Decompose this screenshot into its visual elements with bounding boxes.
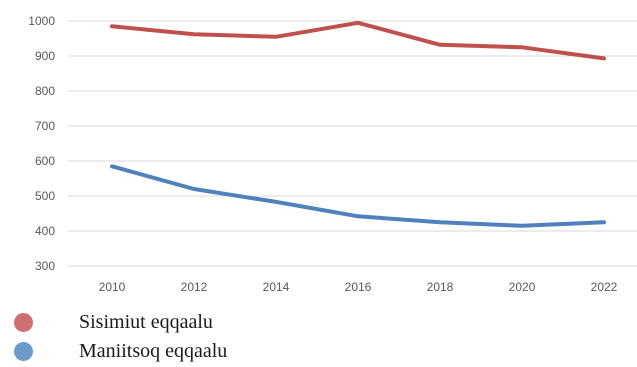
y-tick-label: 900	[35, 49, 55, 63]
y-tick-label: 300	[35, 259, 55, 273]
y-tick-label: 400	[35, 224, 55, 238]
x-tick-label: 2012	[181, 280, 208, 294]
gridlines	[68, 20, 637, 267]
legend: Sisimiut eqqaalu Maniitsoq eqqaalu	[14, 308, 227, 366]
legend-item-sisimiut: Sisimiut eqqaalu	[14, 308, 227, 337]
legend-item-maniitsoq: Maniitsoq eqqaalu	[14, 337, 227, 366]
y-tick-label: 600	[35, 154, 55, 168]
x-tick-label: 2020	[509, 280, 536, 294]
y-tick-label: 1000	[28, 14, 55, 28]
x-tick-label: 2010	[99, 280, 126, 294]
series-line-1	[110, 164, 606, 228]
series-line-0	[110, 20, 606, 61]
y-tick-label: 700	[35, 119, 55, 133]
legend-label-sisimiut: Sisimiut eqqaalu	[79, 311, 213, 333]
x-tick-label: 2014	[263, 280, 290, 294]
legend-marker-maniitsoq	[14, 342, 33, 361]
x-tick-label: 2018	[427, 280, 454, 294]
x-tick-label: 2016	[345, 280, 372, 294]
legend-label-maniitsoq: Maniitsoq eqqaalu	[79, 340, 228, 362]
y-tick-label: 800	[35, 84, 55, 98]
x-axis-ticks: 2010 2012 2014 2016 2018 2020 2022	[99, 280, 618, 294]
y-axis-ticks: 1000 900 800 700 600 500 400 300	[28, 14, 55, 273]
x-tick-label: 2022	[591, 280, 618, 294]
series-lines	[110, 20, 606, 228]
y-tick-label: 500	[35, 189, 55, 203]
legend-marker-sisimiut	[14, 313, 33, 332]
